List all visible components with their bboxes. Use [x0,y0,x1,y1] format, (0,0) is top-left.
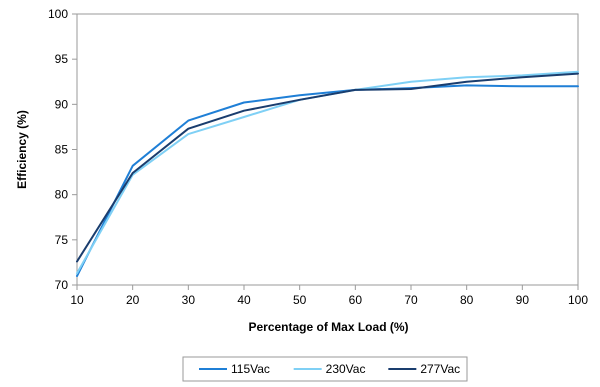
x-tick-label: 20 [126,293,140,307]
y-tick-label: 95 [55,52,69,66]
x-tick-label: 40 [237,293,251,307]
x-tick-label: 90 [516,293,530,307]
plot-area [76,13,579,286]
series-line-277vac [76,72,579,263]
y-tick-label: 70 [55,278,69,292]
y-tick-label: 100 [48,7,68,21]
legend: 115Vac 230Vac 277Vac [182,356,468,382]
y-tick-label: 75 [55,233,69,247]
x-tick-label: 50 [293,293,307,307]
x-tick-label: 30 [182,293,196,307]
y-tick-label: 90 [55,97,69,111]
x-axis-title: Percentage of Max Load (%) [248,320,408,334]
series-lines [76,70,579,277]
x-tick-label: 100 [568,293,588,307]
y-axis: 70 75 80 85 90 95 100 [48,7,77,292]
legend-label: 115Vac [231,362,270,376]
y-tick-label: 85 [55,143,69,157]
x-axis: 10 20 30 40 50 60 70 80 90 100 [70,285,588,307]
y-axis-title: Efficiency (%) [15,110,29,189]
x-tick-label: 70 [404,293,418,307]
legend-label: 277Vac [420,362,460,376]
y-tick-label: 80 [55,188,69,202]
x-tick-label: 60 [349,293,363,307]
legend-box [182,356,468,382]
x-tick-label: 10 [70,293,84,307]
legend-label: 230Vac [326,362,366,376]
series-line-115vac [76,84,579,277]
x-tick-label: 80 [460,293,474,307]
